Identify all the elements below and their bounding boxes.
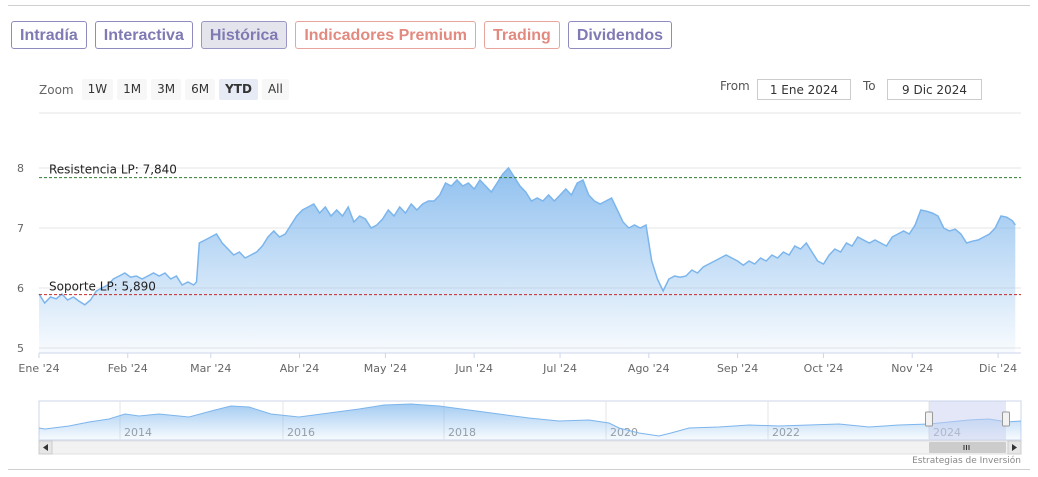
scrollbar-left-button[interactable] <box>38 440 53 455</box>
navigator-frame <box>38 400 1022 441</box>
tab-interactiva[interactable]: Interactiva <box>94 21 193 49</box>
zoom-button-1w[interactable]: 1W <box>81 79 114 100</box>
y-tick-label: 5 <box>17 342 24 355</box>
zoom-selector: Zoom 1W 1M 3M 6M YTD All <box>39 79 289 100</box>
price-series-line <box>38 166 1016 306</box>
arrow-right-icon <box>1012 444 1017 451</box>
tab-intrad-a[interactable]: Intradía <box>11 21 87 49</box>
credit-text: Estrategias de Inversión <box>912 456 1021 466</box>
navigator-year-label: 2024 <box>933 426 961 439</box>
scrollbar-right-button[interactable] <box>1007 440 1022 455</box>
navigator-selection-mask <box>929 401 1006 440</box>
x-tick-label: Sep '24 <box>717 362 758 375</box>
tab-bar: Intradía Interactiva Histórica Indicadores … <box>11 21 673 49</box>
x-tick-label: Jun '24 <box>454 362 493 375</box>
tab-dividendos[interactable]: Dividendos <box>567 21 673 49</box>
tab-trading[interactable]: Trading <box>484 21 560 49</box>
x-tick-label: May '24 <box>364 362 407 375</box>
navigator-year-label: 2018 <box>448 426 476 439</box>
zoom-button-6m[interactable]: 6M <box>185 79 216 100</box>
zoom-button-3m[interactable]: 3M <box>151 79 182 100</box>
y-tick-label: 7 <box>17 222 24 235</box>
bottom-divider <box>8 469 1030 470</box>
scrollbar-track <box>38 440 1022 455</box>
x-tick-label: Jul '24 <box>542 362 577 375</box>
from-date-input[interactable]: 1 Ene 2024 <box>757 79 851 100</box>
x-tick-label: Ago '24 <box>628 362 670 375</box>
x-tick-label: Abr '24 <box>280 362 320 375</box>
tab-indicadores-premium[interactable]: Indicadores Premium <box>295 21 477 49</box>
zoom-button-all[interactable]: All <box>261 79 289 100</box>
x-tick-label: Mar '24 <box>190 362 231 375</box>
navigator-line <box>38 403 1022 437</box>
navigator-year-label: 2014 <box>124 426 152 439</box>
navigator-right-handle[interactable] <box>1002 411 1010 427</box>
x-tick-label: Dic '24 <box>979 362 1017 375</box>
navigator-year-label: 2022 <box>772 426 800 439</box>
top-divider <box>8 5 1030 6</box>
price-area-fill <box>39 168 1016 353</box>
navigator-year-label: 2020 <box>610 426 638 439</box>
zoom-button-1m[interactable]: 1M <box>117 79 148 100</box>
zoom-button-ytd[interactable]: YTD <box>219 79 258 100</box>
navigator-year-label: 2016 <box>287 426 315 439</box>
scrollbar-thumb[interactable] <box>929 442 1006 453</box>
to-date-input[interactable]: 9 Dic 2024 <box>887 79 982 100</box>
y-tick-label: 8 <box>17 162 24 175</box>
x-tick-label: Ene '24 <box>18 362 59 375</box>
x-tick-label: Feb '24 <box>108 362 148 375</box>
plot-line-label-support: Soporte LP: 5,890 <box>49 280 156 294</box>
navigator-left-handle[interactable] <box>925 411 933 427</box>
from-label: From <box>720 79 750 93</box>
zoom-label: Zoom <box>39 82 74 97</box>
x-tick-label: Nov '24 <box>891 362 933 375</box>
x-tick-label: Oct '24 <box>804 362 844 375</box>
arrow-left-icon <box>43 444 48 451</box>
y-tick-label: 6 <box>17 282 24 295</box>
plot-line-label-resistance: Resistencia LP: 7,840 <box>49 163 177 177</box>
tab-hist-rica[interactable]: Histórica <box>200 21 288 49</box>
to-label: To <box>863 79 876 93</box>
navigator-area <box>39 404 1021 440</box>
